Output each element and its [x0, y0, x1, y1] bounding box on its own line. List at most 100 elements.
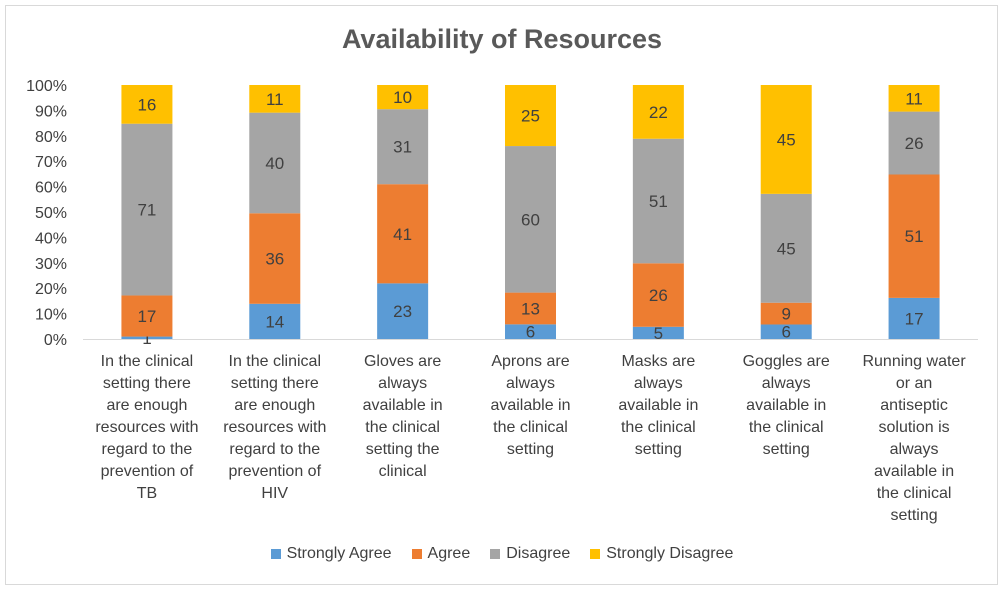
bar-segment: [760, 85, 812, 194]
x-category-label-line: available in: [874, 463, 955, 480]
data-label: 10: [393, 88, 412, 107]
x-category-label-line: Gloves are: [363, 353, 442, 370]
bar-segment: [505, 85, 556, 147]
bar-segment: [505, 292, 556, 325]
x-category-label-line: setting there: [102, 375, 191, 392]
data-label: 1: [142, 329, 151, 348]
data-label: 71: [137, 201, 156, 220]
legend-item: Disagree: [490, 545, 570, 563]
x-category-label-line: always: [633, 375, 683, 392]
x-category-label-line: setting: [890, 507, 938, 524]
x-category-label: Running water or an antiseptic solution is a…: [850, 351, 978, 527]
x-category-label-line: available in: [746, 397, 827, 414]
bar-segment: [249, 213, 301, 304]
x-category-label-line: setting there: [230, 375, 319, 392]
bar-segment: [760, 324, 812, 339]
x-category-label-line: always: [889, 441, 939, 458]
bar-segment: [505, 146, 556, 293]
x-category-label-line: the clinical: [620, 419, 696, 436]
y-tick-label: 40%: [35, 230, 67, 247]
legend-item: Strongly Disagree: [590, 545, 733, 563]
legend-item: Strongly Agree: [270, 545, 392, 563]
data-label: 60: [521, 210, 540, 229]
x-category-label-line: solution is: [878, 419, 950, 436]
data-label: 23: [393, 302, 412, 321]
data-label: 14: [265, 312, 284, 331]
x-category-label-line: In the clinical: [228, 353, 322, 370]
x-category-label: Aprons are always available in the clinical…: [467, 351, 595, 461]
x-category-label-line: are enough: [234, 397, 316, 414]
legend-label: Agree: [427, 545, 471, 562]
bar-segment: [249, 303, 301, 339]
data-label: 25: [521, 107, 540, 126]
y-tick-label: 0%: [44, 332, 67, 349]
bar-segment: [121, 123, 173, 296]
y-tick-label: 30%: [35, 256, 67, 273]
bar-segment: [121, 295, 173, 337]
bar-segment: [505, 324, 556, 339]
data-label: 6: [781, 323, 790, 342]
data-label: 16: [137, 95, 156, 114]
y-tick-label: 90%: [35, 103, 67, 120]
x-category-label-line: Running water: [862, 353, 966, 370]
bar-segment: [760, 193, 812, 303]
x-category-label-line: are enough: [106, 397, 188, 414]
bar-segment: [121, 336, 173, 339]
bar-segment: [760, 302, 812, 325]
data-label: 45: [777, 130, 796, 149]
y-tick-label: 80%: [35, 129, 67, 146]
y-tick-label: 60%: [35, 180, 67, 197]
data-label: 22: [649, 103, 668, 122]
bar-segment: [888, 297, 940, 339]
data-label: 31: [393, 138, 412, 157]
x-category-label-line: setting the: [365, 441, 440, 458]
bar-segment: [888, 174, 940, 298]
x-category-label-line: always: [761, 375, 811, 392]
legend-swatch: [411, 549, 422, 559]
bar-segment: [632, 326, 684, 339]
x-category-label-line: always: [506, 375, 555, 392]
bar-segment: [377, 109, 429, 185]
legend-label: Disagree: [506, 545, 571, 562]
data-label: 41: [393, 225, 412, 244]
data-label: 11: [905, 89, 923, 108]
bar-segment: [632, 138, 684, 264]
data-label: 6: [526, 323, 535, 342]
bar-segment: [888, 111, 940, 175]
bar-segment: [249, 112, 301, 214]
data-label: 5: [654, 324, 663, 343]
bar-segment: [121, 85, 173, 124]
bar-segment: [888, 85, 940, 112]
legend-swatch: [590, 549, 601, 559]
x-category-label-line: available in: [490, 397, 571, 414]
bar-segment: [632, 85, 684, 139]
legend-label: Strongly Disagree: [606, 545, 734, 562]
data-label: 17: [137, 307, 156, 326]
x-category-label: Gloves are always available in the clinical…: [339, 351, 467, 483]
bar-segment: [377, 283, 429, 339]
x-category-label-line: Masks are: [621, 353, 696, 370]
bar-segment: [632, 263, 684, 327]
bar-segment: [377, 184, 429, 284]
x-category-label-line: the clinical: [365, 419, 440, 436]
x-category-label-line: always: [378, 375, 428, 392]
legend: Strongly Agree Agree Disagree Strongly Disa…: [0, 545, 1004, 563]
bar-segment: [377, 85, 429, 110]
x-category-label: Goggles are always available in the clinica…: [722, 351, 850, 461]
data-label: 36: [265, 250, 284, 269]
x-category-label-line: In the clinical: [100, 353, 194, 370]
x-category-label-line: or an: [895, 375, 933, 392]
y-tick-label: 100%: [26, 78, 67, 95]
legend-swatch: [490, 549, 501, 559]
x-category-label-line: resources with: [95, 419, 199, 436]
x-category-label-line: resources with: [223, 419, 327, 436]
x-category-label-line: clinical: [378, 463, 427, 480]
data-label: 51: [649, 192, 668, 211]
x-category-label-line: setting: [762, 441, 810, 458]
legend-item: Agree: [411, 545, 471, 563]
x-category-label-line: available in: [618, 397, 699, 414]
data-label: 13: [521, 299, 540, 318]
legend-label: Strongly Agree: [286, 545, 392, 562]
x-category-label: Masks are always available in the clinical s…: [594, 351, 722, 461]
